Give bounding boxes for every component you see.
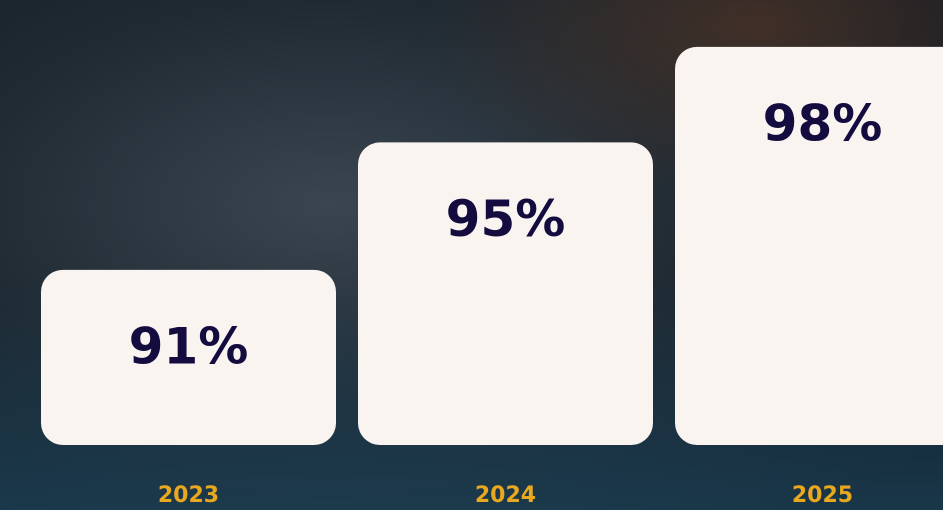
x-tick-label: 2023 (158, 483, 219, 508)
bar (358, 142, 653, 445)
x-tick-label: 2024 (475, 483, 536, 508)
value-label: 91% (129, 317, 249, 375)
x-tick-label: 2025 (792, 483, 853, 508)
value-label: 95% (446, 190, 566, 248)
value-label: 98% (763, 94, 883, 152)
chart: 91% 2023 95% 2024 98% 2025 (0, 0, 943, 510)
